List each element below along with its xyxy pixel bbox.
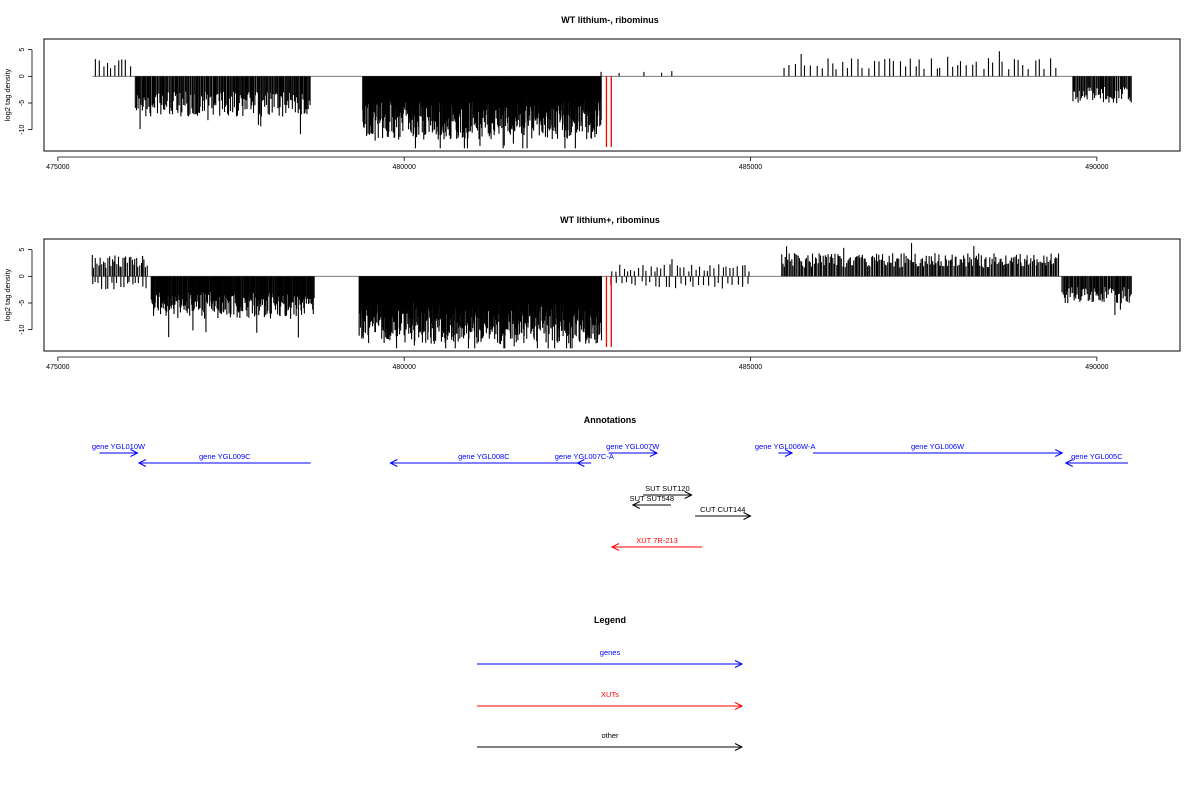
arrow-head (684, 491, 693, 499)
x-tick-label: 485000 (739, 364, 762, 371)
legend-arrow (477, 660, 744, 668)
feature-gene: gene YGL006W (812, 442, 1064, 457)
highlight-lines (605, 76, 612, 147)
gene-arrow (576, 459, 592, 467)
legend-item-other: other (477, 731, 744, 751)
x-tick-label: 480000 (393, 164, 416, 171)
legend-arrow (477, 743, 744, 751)
x-tick-label: 475000 (46, 364, 69, 371)
feature-other: SUT SUT120 (643, 484, 693, 499)
gene-arrow (1064, 459, 1129, 467)
feature-label: gene YGL005C (1071, 452, 1123, 461)
arrow-head (631, 501, 641, 509)
legend-title: Legend (594, 615, 626, 625)
gene-arrow (99, 449, 139, 457)
legend-arrow (477, 702, 744, 710)
arrow-head (649, 449, 659, 457)
annotations-title: Annotations (584, 415, 637, 425)
arrow-head (1064, 459, 1073, 467)
feature-list: gene YGL010W gene YGL009C gene YGL008C gene… (92, 442, 1129, 551)
feature-label: gene YGL007W (606, 442, 660, 451)
other-arrow (695, 512, 752, 520)
feature-label: SUT SUT120 (645, 484, 689, 493)
gene-arrow (778, 449, 794, 457)
axes: 5 0 -5 -10 475000 480000 485000 490000 (19, 238, 1181, 371)
y-axis-label: log2 tag density (3, 68, 12, 121)
arrow-head (137, 459, 147, 467)
feature-label: CUT CUT144 (700, 505, 745, 514)
y-tick-label: -10 (19, 325, 26, 335)
gene-arrow (608, 449, 659, 457)
y-tick-label: 0 (19, 274, 26, 278)
feature-label: gene YGL006W (911, 442, 965, 451)
x-tick-label: 490000 (1085, 164, 1108, 171)
feature-label: gene YGL009C (199, 452, 251, 461)
y-axis-label: log2 tag density (3, 268, 12, 321)
feature-label: gene YGL008C (458, 452, 510, 461)
legend-label: XUTs (601, 690, 619, 699)
y-tick-label: 5 (19, 48, 26, 52)
y-tick-label: -5 (19, 100, 26, 106)
feature-other: CUT CUT144 (695, 505, 752, 520)
gene-arrow (137, 459, 311, 467)
feature-label: gene YGL010W (92, 442, 146, 451)
arrow-head (389, 459, 398, 467)
feature-label: gene YGL007C-A (555, 452, 614, 461)
arrow-head (576, 459, 585, 467)
arrow-head (734, 702, 744, 710)
y-tick-label: 5 (19, 248, 26, 252)
plot-frame (43, 238, 1181, 352)
feature-gene: gene YGL009C (137, 452, 311, 467)
arrow-head (734, 743, 744, 751)
y-tick-label: -10 (19, 125, 26, 135)
feature-other: SUT SUT548 (630, 494, 674, 509)
feature-gene: gene YGL007W (606, 442, 660, 457)
other-arrow (631, 501, 671, 509)
feature-gene: gene YGL006W-A (755, 442, 816, 457)
x-tick-label: 475000 (46, 164, 69, 171)
feature-label: XUT 7R-213 (636, 536, 678, 545)
gene-arrow (812, 449, 1064, 457)
arrow-head (784, 449, 794, 457)
plot-frame (43, 38, 1181, 152)
feature-gene: gene YGL010W (92, 442, 146, 457)
arrow-head (1055, 449, 1064, 457)
feature-xut: XUT 7R-213 (610, 536, 703, 551)
y-tick-label: 0 (19, 74, 26, 78)
arrow-head (734, 660, 744, 668)
xut-arrow (610, 543, 703, 551)
legend-label: other (601, 731, 619, 740)
legend-item-xut: XUTs (477, 690, 744, 710)
highlight-lines (605, 276, 612, 347)
track-panel-lithium-plus: WT lithium+, ribominus log2 tag density … (3, 215, 1181, 371)
legend-label: genes (600, 648, 621, 657)
arrow-head (610, 543, 620, 551)
coverage-bars (92, 51, 1132, 149)
gene-arrow (389, 459, 578, 467)
legend: Legend genes XUTs other (477, 615, 744, 751)
arrow-head (743, 512, 752, 520)
track-title: WT lithium-, ribominus (561, 15, 659, 25)
other-arrow (643, 491, 693, 499)
feature-gene: gene YGL007C-A (555, 452, 614, 467)
legend-item-gene: genes (477, 648, 744, 668)
track-panel-lithium-minus: WT lithium-, ribominus log2 tag density … (3, 15, 1181, 171)
x-tick-label: 490000 (1085, 364, 1108, 371)
feature-label: gene YGL006W-A (755, 442, 816, 451)
feature-label: SUT SUT548 (630, 494, 674, 503)
feature-gene: gene YGL008C (389, 452, 578, 467)
y-tick-label: -5 (19, 300, 26, 306)
arrow-head (130, 449, 139, 457)
feature-gene: gene YGL005C (1064, 452, 1129, 467)
axes: 5 0 -5 -10 475000 480000 485000 490000 (19, 38, 1181, 171)
x-tick-label: 480000 (393, 364, 416, 371)
coverage-bars (91, 242, 1132, 349)
x-tick-label: 485000 (739, 164, 762, 171)
legend-items: genes XUTs other (477, 648, 744, 751)
track-title: WT lithium+, ribominus (560, 215, 660, 225)
